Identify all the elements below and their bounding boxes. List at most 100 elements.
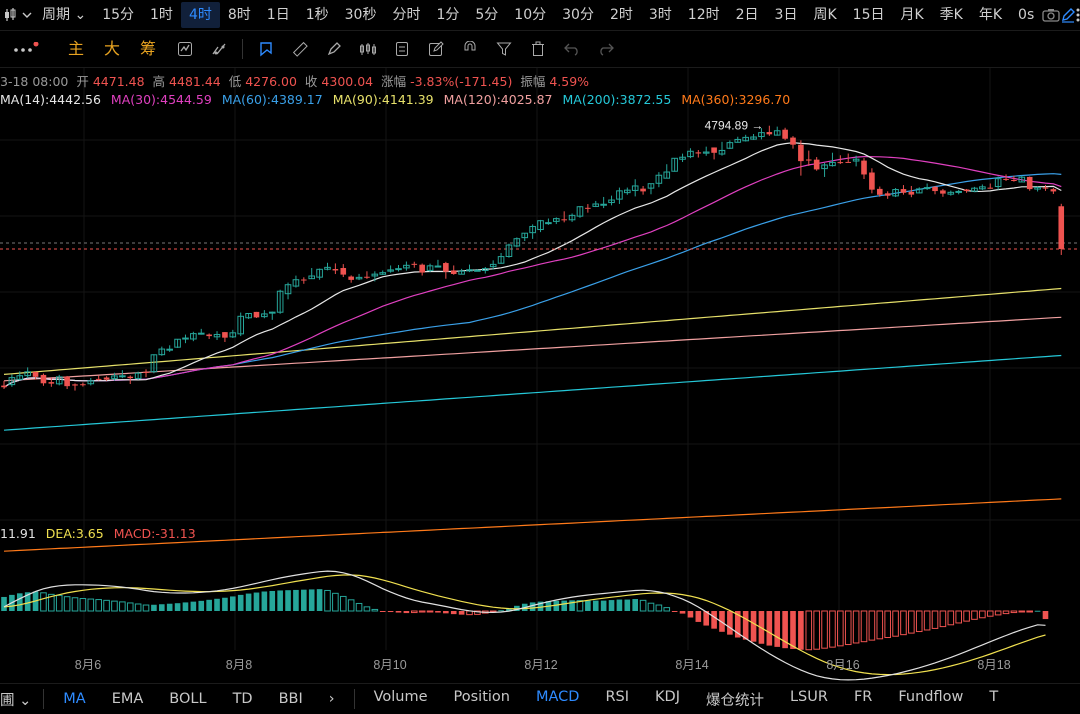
timeframe-7[interactable]: 分时: [392, 7, 421, 23]
period-label: 周期: [42, 7, 70, 23]
macd-bar-negative: [1002, 610, 1010, 615]
macd-bar-positive: [639, 599, 647, 612]
more-icon[interactable]: [1076, 2, 1080, 28]
indicator-swap-icon[interactable]: [168, 36, 202, 62]
timeframe-4[interactable]: 1日: [266, 7, 290, 23]
timeframe-20[interactable]: 季K: [939, 7, 963, 23]
dea-line: [3, 574, 1046, 676]
candle-body-up: [521, 232, 529, 239]
timeframe-21[interactable]: 年K: [978, 7, 1003, 23]
candle-body-up: [229, 332, 237, 338]
timeframe-5[interactable]: 1秒: [305, 7, 329, 23]
candle-body-down: [1026, 176, 1033, 190]
macd-bar-positive: [79, 598, 87, 612]
candle-body-up: [600, 203, 607, 206]
timeframe-3[interactable]: 8时: [227, 7, 251, 23]
macd-bar-positive: [316, 589, 323, 611]
chevron-right-icon[interactable]: ›: [328, 691, 335, 707]
macd-bar-positive: [103, 599, 110, 612]
ruler-icon[interactable]: [283, 36, 317, 62]
candle-body-up: [1018, 176, 1026, 183]
magnet-icon[interactable]: [453, 36, 487, 62]
sub-indicator-6[interactable]: LSUR: [789, 688, 828, 705]
candle-body-up: [994, 178, 1002, 188]
period-selector[interactable]: 周期 ⌄: [34, 2, 94, 28]
undo-icon[interactable]: [555, 36, 589, 62]
macd-bar-negative: [892, 610, 899, 637]
macd-bar-negative: [986, 610, 994, 617]
sub-indicator-2[interactable]: MACD: [535, 688, 580, 705]
timeframe-15[interactable]: 2日: [735, 7, 759, 23]
sub-indicator-9[interactable]: T: [989, 688, 999, 705]
macd-bar-positive: [332, 592, 339, 612]
main-indicator-3[interactable]: TD: [232, 691, 253, 707]
timeframe-11[interactable]: 30分: [562, 7, 594, 23]
timeframe-16[interactable]: 3日: [774, 7, 798, 23]
macd-legend-item-1: DEA:3.65: [45, 526, 104, 541]
macd-bar-negative: [1018, 610, 1026, 613]
layout-toggle[interactable]: 圃 ⌄: [0, 689, 37, 710]
macd-bar-negative: [426, 610, 434, 613]
timeframe-1[interactable]: 1时: [150, 7, 173, 23]
timeframe-2[interactable]: 4时: [180, 2, 220, 28]
macd-bar-positive: [561, 600, 567, 611]
candle-body-down: [884, 193, 891, 196]
sub-indicator-5[interactable]: 爆仓统计: [705, 692, 764, 709]
sub-indicator-7[interactable]: FR: [853, 688, 873, 705]
candle-body-down: [711, 147, 717, 153]
timeframe-14[interactable]: 12时: [687, 7, 720, 23]
candle-body-up: [663, 171, 671, 179]
candle-body-up: [466, 269, 473, 272]
settings-sliders-icon[interactable]: [202, 36, 236, 62]
main-indicator-4[interactable]: BBI: [278, 691, 303, 707]
magnet-pointer-icon[interactable]: [249, 36, 283, 62]
candle-body-up: [174, 338, 181, 348]
candle-body-up: [537, 220, 544, 231]
edit-icon[interactable]: [419, 36, 453, 62]
candle-body-up: [489, 263, 497, 268]
timeframe-13[interactable]: 3时: [648, 7, 672, 23]
macd-bar-negative: [443, 611, 449, 614]
candle-body-up: [87, 380, 95, 385]
timeframe-19[interactable]: 月K: [900, 7, 924, 23]
timeframe-12[interactable]: 2时: [609, 7, 633, 23]
trash-icon[interactable]: [521, 36, 555, 62]
candle-body-up: [379, 272, 387, 275]
main-indicator-1[interactable]: EMA: [111, 691, 144, 707]
filter-icon[interactable]: [487, 36, 521, 62]
sub-indicator-4[interactable]: KDJ: [655, 688, 680, 705]
main-chart-button[interactable]: 主: [68, 39, 85, 58]
timeframe-0[interactable]: 15分: [102, 7, 135, 23]
divider: [353, 689, 355, 709]
candle-body-up: [702, 151, 710, 154]
sub-indicator-0[interactable]: Volume: [373, 688, 428, 705]
macd-bar-negative: [695, 611, 702, 622]
macd-legend: 11.91 DEA:3.65 MACD:-31.13: [0, 526, 206, 541]
pattern-icon[interactable]: [351, 36, 385, 62]
chips-button[interactable]: 筹: [140, 39, 157, 58]
macd-bar-positive: [142, 604, 150, 612]
redo-icon[interactable]: [589, 36, 623, 62]
candle-body-up: [197, 332, 205, 335]
main-indicator-2[interactable]: BOLL: [169, 691, 207, 707]
candlestick-icon[interactable]: [0, 2, 34, 28]
sub-indicator-1[interactable]: Position: [453, 688, 510, 705]
big-order-button[interactable]: 大: [104, 39, 121, 58]
timeframe-18[interactable]: 15日: [852, 7, 885, 23]
macd-bar-positive: [166, 603, 173, 611]
sub-indicator-3[interactable]: RSI: [605, 688, 630, 705]
timeframe-17[interactable]: 周K: [813, 7, 837, 23]
timeframe-6[interactable]: 30秒: [344, 7, 377, 23]
timeframe-9[interactable]: 5分: [475, 7, 499, 23]
pencil-icon[interactable]: [1060, 2, 1076, 28]
brush-icon[interactable]: [317, 36, 351, 62]
note-icon[interactable]: [385, 36, 419, 62]
camera-icon[interactable]: [1042, 2, 1060, 28]
more-dots-icon[interactable]: [0, 36, 48, 62]
timeframe-8[interactable]: 1分: [436, 7, 460, 23]
sub-indicator-8[interactable]: Fundflow: [898, 688, 964, 705]
main-indicator-0[interactable]: MA: [63, 691, 86, 707]
timeframe-10[interactable]: 10分: [514, 7, 547, 23]
macd-bar-positive: [159, 604, 165, 611]
